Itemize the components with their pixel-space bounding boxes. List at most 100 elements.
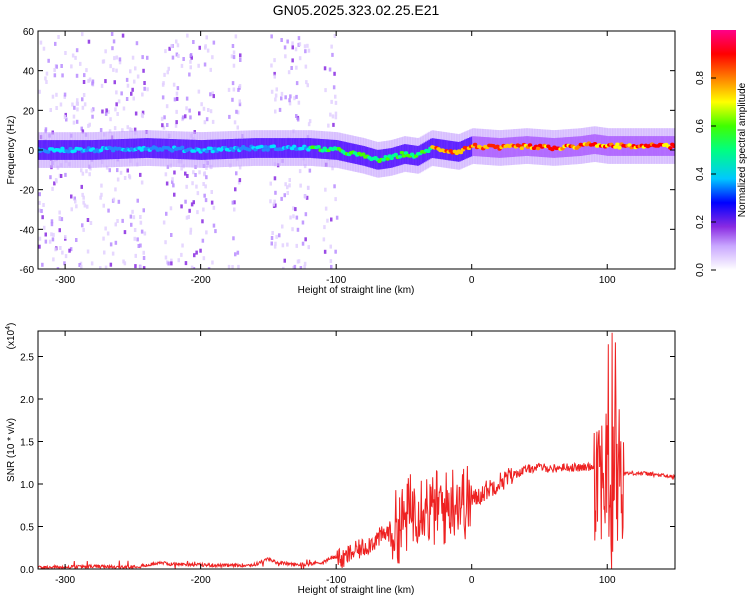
colorbar-tick-label: 0.4 <box>695 167 706 181</box>
spectrogram-noise-cell <box>82 195 85 200</box>
spectrogram-noise-cell <box>103 250 106 255</box>
spectrogram-noise-cell <box>164 240 167 245</box>
ridge-peak <box>458 150 464 155</box>
spectrogram-noise-cell <box>291 227 294 232</box>
spectrogram-noise-cell <box>209 109 213 114</box>
spectrogram-noise-cell <box>270 63 273 68</box>
spectrogram-noise-cell <box>161 123 164 128</box>
spectrogram-noise-cell <box>117 199 121 204</box>
spectrogram-noise-cell <box>166 123 169 127</box>
spectrogram-noise-cell <box>296 227 300 232</box>
spectrogram-noise-cell <box>189 230 192 235</box>
ridge-peak <box>672 144 675 148</box>
spectrogram-noise-cell <box>234 34 238 39</box>
spectrogram-noise-cell <box>292 214 295 219</box>
spectrogram-noise-cell <box>82 93 86 97</box>
spectrogram-noise-cell <box>205 175 208 180</box>
spectrogram-noise-cell <box>130 91 133 96</box>
ridge-peak <box>527 143 533 147</box>
spectrogram-noise-cell <box>227 87 231 92</box>
spectrogram-noise-cell <box>87 78 90 83</box>
spectrogram-noise-cell <box>195 184 198 189</box>
spectrogram-noise-cell <box>118 57 122 62</box>
spectrogram-noise-cell <box>114 187 117 192</box>
ridge-peak <box>265 148 270 152</box>
spectrogram-noise-cell <box>166 260 169 265</box>
spectrogram-noise-cell <box>38 244 41 249</box>
ridge-peak <box>472 142 478 147</box>
spectrogram-noise-cell <box>142 266 146 269</box>
spectrogram-noise-cell <box>88 77 92 82</box>
spectrogram-noise-cell <box>81 171 85 176</box>
ridge-peak <box>668 146 673 150</box>
spectrogram-noise-cell <box>81 129 85 134</box>
spectrogram-noise-cell <box>64 51 67 55</box>
spectrogram-noise-cell <box>189 227 193 232</box>
spectrogram-noise-cell <box>129 69 132 74</box>
spectrogram-noise-cell <box>197 63 200 68</box>
snr-panel: -300 -200 -100 0 100 0.0 0.5 1.0 1.5 2.0 2.5 Heigh… <box>5 323 676 596</box>
spectrogram-noise-cell <box>135 41 139 46</box>
spectrogram-noise-cell <box>332 85 336 90</box>
spectrogram-noise-cell <box>56 267 60 269</box>
spectrogram-noise-cell <box>333 71 336 76</box>
spectrogram-noise-cell <box>275 234 278 239</box>
spectrogram-noise-cell <box>167 66 170 71</box>
spectrogram-noise-cell <box>109 262 113 267</box>
snr-series-line <box>38 332 675 569</box>
spectrogram-noise-cell <box>47 58 50 63</box>
spectrogram-noise-cell <box>234 187 237 192</box>
spectrogram-noise-cell <box>280 96 283 101</box>
spectrogram-y-tick-label: 40 <box>23 67 35 78</box>
spectrogram-noise-cell <box>195 250 198 255</box>
spectrogram-noise-cell <box>323 66 327 71</box>
spectrogram-noise-cell <box>270 34 273 39</box>
spectrogram-noise-cell <box>207 108 210 112</box>
spectrogram-noise-cell <box>184 171 187 176</box>
spectrogram-noise-cell <box>58 210 61 215</box>
spectrogram-noise-cell <box>331 52 334 57</box>
spectrogram-noise-cell <box>202 207 205 212</box>
spectrogram-noise-cell <box>133 228 137 232</box>
spectrogram-noise-cell <box>189 115 192 120</box>
spectrogram-noise-cell <box>329 244 332 249</box>
spectrogram-noise-cell <box>143 231 147 236</box>
spectrogram-noise-cell <box>192 200 195 205</box>
spectrogram-noise-cell <box>275 87 278 92</box>
spectrogram-noise-cell <box>186 33 189 38</box>
spectrogram-noise-cell <box>203 172 206 177</box>
spectrogram-noise-cell <box>283 193 286 198</box>
spectrogram-noise-cell <box>71 53 75 58</box>
spectrogram-noise-cell <box>128 127 132 132</box>
spectrogram-noise-cell <box>288 98 291 103</box>
spectrogram-noise-cell <box>196 191 200 196</box>
spectrogram-noise-cell <box>59 174 63 178</box>
spectrogram-noise-cell <box>175 120 178 125</box>
spectrogram-noise-cell <box>54 247 57 252</box>
spectrogram-noise-cell <box>232 50 236 55</box>
spectrogram-noise-cell <box>185 96 189 101</box>
spectrogram-noise-cell <box>108 129 112 134</box>
spectrogram-noise-cell <box>238 102 242 107</box>
spectrogram-noise-cell <box>164 172 168 177</box>
spectrogram-noise-cell <box>198 111 201 116</box>
spectrogram-noise-cell <box>186 174 189 178</box>
spectrogram-noise-cell <box>165 181 169 186</box>
spectrogram-noise-cell <box>38 200 41 205</box>
spectrogram-noise-cell <box>99 195 102 200</box>
ridge-peak <box>389 156 394 161</box>
ridge-core <box>620 136 623 156</box>
spectrogram-noise-cell <box>331 166 334 171</box>
spectrogram-noise-cell <box>184 114 187 119</box>
spectrogram-noise-cell <box>80 265 83 269</box>
spectrogram-noise-cell <box>146 55 149 60</box>
spectrogram-noise-cell <box>87 123 90 128</box>
spectrogram-noise-cell <box>180 63 184 68</box>
spectrogram-noise-cell <box>190 202 194 207</box>
spectrogram-noise-cell <box>177 54 180 58</box>
spectrogram-x-tick-label: 100 <box>599 275 616 286</box>
spectrogram-noise-cell <box>81 192 84 197</box>
spectrogram-noise-cell <box>278 233 281 238</box>
spectrogram-noise-cell <box>131 55 135 60</box>
spectrogram-noise-cell <box>102 236 105 241</box>
